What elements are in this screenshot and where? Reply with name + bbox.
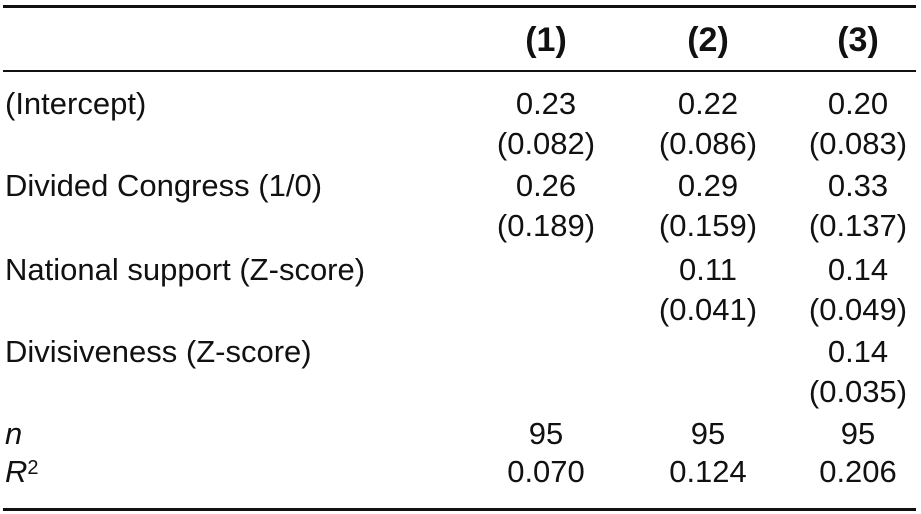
- row-label-intercept: (Intercept): [5, 86, 147, 121]
- table-cell: (0.083): [808, 126, 908, 161]
- column-header-3: (3): [837, 21, 879, 59]
- table-cell: 0.29: [677, 168, 739, 203]
- r-squared-exponent: 2: [27, 457, 39, 479]
- table-cell: 95: [528, 416, 564, 451]
- row-label-divided-congress: Divided Congress (1/0): [5, 168, 323, 203]
- table-header-rule: [3, 70, 916, 72]
- table-cell: (0.049): [808, 292, 908, 327]
- row-label-r-squared: R2: [5, 452, 39, 492]
- table-cell: (0.137): [808, 208, 908, 243]
- table-cell: 0.11: [678, 252, 738, 287]
- r-squared-symbol: R: [5, 454, 28, 489]
- table-cell: 0.26: [515, 168, 577, 203]
- table-bottom-rule: [3, 508, 916, 511]
- row-label-n: n: [5, 416, 23, 451]
- table-cell: (0.082): [496, 126, 596, 161]
- table-cell: 0.33: [827, 168, 889, 203]
- table-cell: 0.20: [827, 86, 889, 121]
- table-top-rule: [3, 5, 916, 8]
- table-cell: 0.22: [677, 86, 739, 121]
- table-cell: (0.189): [496, 208, 596, 243]
- table-cell: 0.070: [507, 454, 585, 489]
- table-cell: 95: [840, 416, 876, 451]
- table-cell: 0.124: [669, 454, 747, 489]
- table-cell: 0.206: [819, 454, 897, 489]
- column-header-1: (1): [525, 21, 567, 59]
- table-cell: (0.041): [658, 292, 758, 327]
- table-cell: (0.035): [808, 374, 908, 409]
- column-header-2: (2): [687, 21, 729, 59]
- table-cell: (0.086): [658, 126, 758, 161]
- table-cell: 95: [690, 416, 726, 451]
- row-label-divisiveness: Divisiveness (Z-score): [5, 334, 312, 369]
- table-cell: 0.23: [515, 86, 577, 121]
- table-cell: 0.14: [827, 252, 889, 287]
- table-cell: (0.159): [658, 208, 758, 243]
- table-cell: 0.14: [827, 334, 889, 369]
- row-label-national-support: National support (Z-score): [5, 252, 366, 287]
